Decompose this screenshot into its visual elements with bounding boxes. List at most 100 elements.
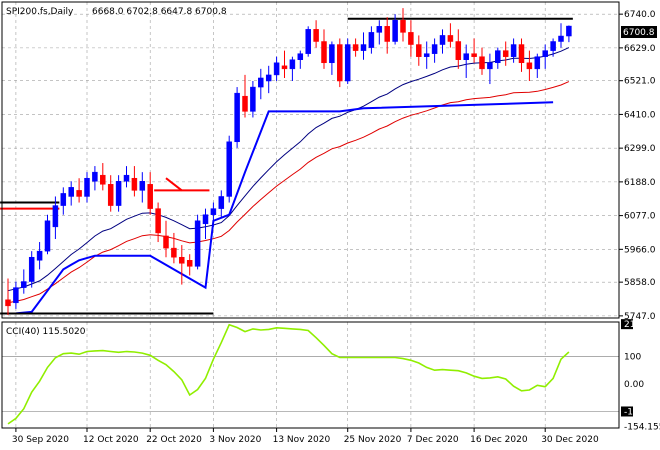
candle-body — [416, 44, 422, 57]
candle — [526, 50, 533, 81]
candle — [68, 181, 74, 206]
candle-body — [100, 174, 106, 185]
candle-body — [344, 44, 351, 82]
cci-value-box — [621, 319, 633, 330]
candle — [416, 35, 422, 66]
candle-body — [273, 62, 280, 76]
candle-body — [36, 250, 43, 261]
candle — [542, 44, 548, 69]
candle — [44, 214, 51, 255]
candle — [171, 232, 177, 264]
candle-body — [28, 256, 35, 282]
candles — [5, 8, 572, 315]
candle — [218, 190, 225, 218]
time-axis-labels: 30 Sep 2020 12 Oct 2020 22 Oct 2020 3 Nov 2… — [12, 428, 599, 445]
candle — [139, 172, 146, 203]
candle-body — [210, 208, 217, 215]
candle-body — [495, 50, 501, 64]
candle — [566, 25, 572, 43]
candle-body — [147, 184, 153, 209]
price-tick-label: 5858.0 — [624, 278, 656, 288]
candle-body — [337, 44, 343, 82]
candle-body — [550, 41, 556, 51]
price-tick-label: 6629.0 — [624, 44, 656, 54]
cci-tick-label: -154.155 — [624, 422, 660, 432]
candle — [384, 17, 390, 54]
price-tick-label: 6077.0 — [624, 212, 656, 222]
candle-body — [518, 44, 525, 64]
candle — [392, 14, 398, 45]
candle-body — [242, 95, 248, 112]
cci-tick-label: 100 — [624, 352, 641, 362]
price-tick-label: 6521.0 — [624, 77, 656, 87]
candle — [329, 41, 335, 75]
candle — [258, 68, 264, 100]
candle-body — [21, 281, 27, 288]
candle — [186, 254, 193, 276]
cci-tick-label: 0.00 — [624, 380, 644, 390]
candle-body — [510, 44, 517, 57]
candle-body — [76, 190, 82, 197]
candle — [210, 202, 217, 227]
time-tick-label: 25 Nov 2020 — [344, 435, 402, 445]
candle — [21, 269, 27, 294]
candle — [495, 47, 501, 69]
candle-body — [471, 53, 477, 57]
candle-body — [218, 196, 225, 209]
grid — [2, 2, 619, 428]
candle-body — [289, 59, 296, 70]
candle-body — [265, 74, 272, 82]
price-tick-label: 5747.0 — [624, 312, 656, 322]
candle-body — [115, 181, 122, 206]
candle — [352, 38, 359, 57]
candle-body — [313, 29, 319, 42]
price-axis-labels: 6740.0 6629.0 6521.0 6410.0 6299.0 6188.0 6077… — [619, 10, 656, 322]
candle-body — [431, 44, 438, 54]
cci-axis-labels: 217.2248 100 0.00 -100 -154.155 — [621, 319, 660, 432]
candle — [502, 41, 509, 66]
candle — [226, 135, 232, 203]
candle — [518, 38, 525, 72]
candle-body — [558, 35, 564, 42]
indicator-overlays — [0, 17, 573, 315]
candle-body — [566, 25, 572, 37]
candle — [155, 202, 161, 243]
candle — [100, 163, 106, 191]
candle-body — [439, 35, 446, 45]
candle — [273, 56, 280, 81]
candle-body — [400, 19, 406, 33]
candle-body — [123, 174, 130, 182]
cci-panel-frame — [1, 321, 620, 429]
candle-body — [297, 53, 304, 60]
candle-body — [155, 208, 161, 234]
candle — [123, 166, 130, 188]
ema-fast-line — [7, 47, 570, 292]
candle — [107, 175, 114, 212]
candle — [194, 214, 201, 270]
candle — [13, 281, 19, 309]
candle-body — [423, 53, 430, 57]
candle-body — [13, 287, 19, 304]
candle — [368, 26, 375, 54]
candle — [558, 23, 564, 48]
price-tick-label: 6410.0 — [624, 110, 656, 120]
candle — [439, 29, 446, 54]
candle-body — [163, 235, 169, 249]
candle-body — [368, 32, 375, 48]
candle — [431, 38, 438, 63]
candle — [305, 26, 311, 57]
price-tick-label: 6740.0 — [624, 10, 656, 20]
candle-body — [44, 220, 51, 252]
candle — [115, 175, 122, 212]
candle — [52, 196, 59, 239]
last-price-label: 6700.8 — [623, 28, 655, 38]
candle-body — [234, 92, 240, 143]
candle — [289, 56, 296, 81]
candle-body — [502, 50, 509, 57]
candle-body — [258, 77, 264, 88]
candle-body — [408, 32, 414, 45]
upper-channel-step — [165, 177, 183, 192]
candle-body — [107, 184, 114, 206]
time-tick-label: 12 Oct 2020 — [83, 435, 139, 445]
